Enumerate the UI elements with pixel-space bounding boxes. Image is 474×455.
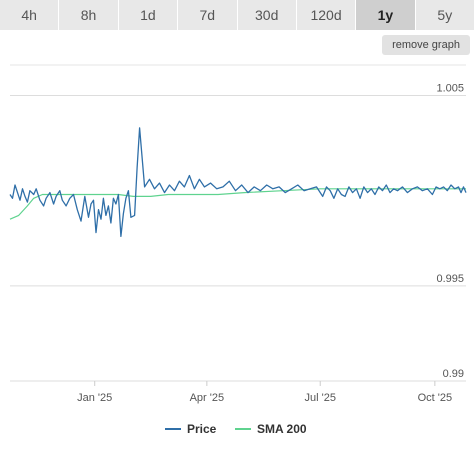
tab-1y[interactable]: 1y: [356, 0, 416, 30]
y-tick-label: 1.005: [436, 83, 464, 95]
tab-1d[interactable]: 1d: [118, 0, 179, 30]
x-tick-label: Jul '25: [305, 392, 336, 404]
range-tabs: 4h 8h 1d 7d 30d 120d 1y 5y: [0, 0, 474, 30]
tab-4h[interactable]: 4h: [0, 0, 60, 30]
tab-120d[interactable]: 120d: [296, 0, 357, 30]
legend-sma-200-label: SMA 200: [257, 422, 307, 436]
sma-200-series-line: [9, 188, 466, 220]
remove-graph-button[interactable]: remove graph: [382, 35, 470, 55]
y-tick-label: 0.995: [436, 273, 464, 285]
x-tick-label: Jan '25: [77, 392, 112, 404]
x-tick-label: Oct '25: [418, 392, 453, 404]
tab-7d[interactable]: 7d: [178, 0, 238, 30]
y-tick-label: 0.99: [443, 368, 464, 380]
tab-8h[interactable]: 8h: [59, 0, 119, 30]
price-series-line: [9, 127, 467, 238]
tab-5y[interactable]: 5y: [415, 0, 474, 30]
x-tick-label: Apr '25: [190, 392, 225, 404]
price-chart: 0.99 0.995 1.005 Jan '25 Apr '25 Jul '25 Oct '…: [9, 64, 467, 436]
tab-30d[interactable]: 30d: [237, 0, 297, 30]
legend-price-label: Price: [187, 422, 217, 436]
